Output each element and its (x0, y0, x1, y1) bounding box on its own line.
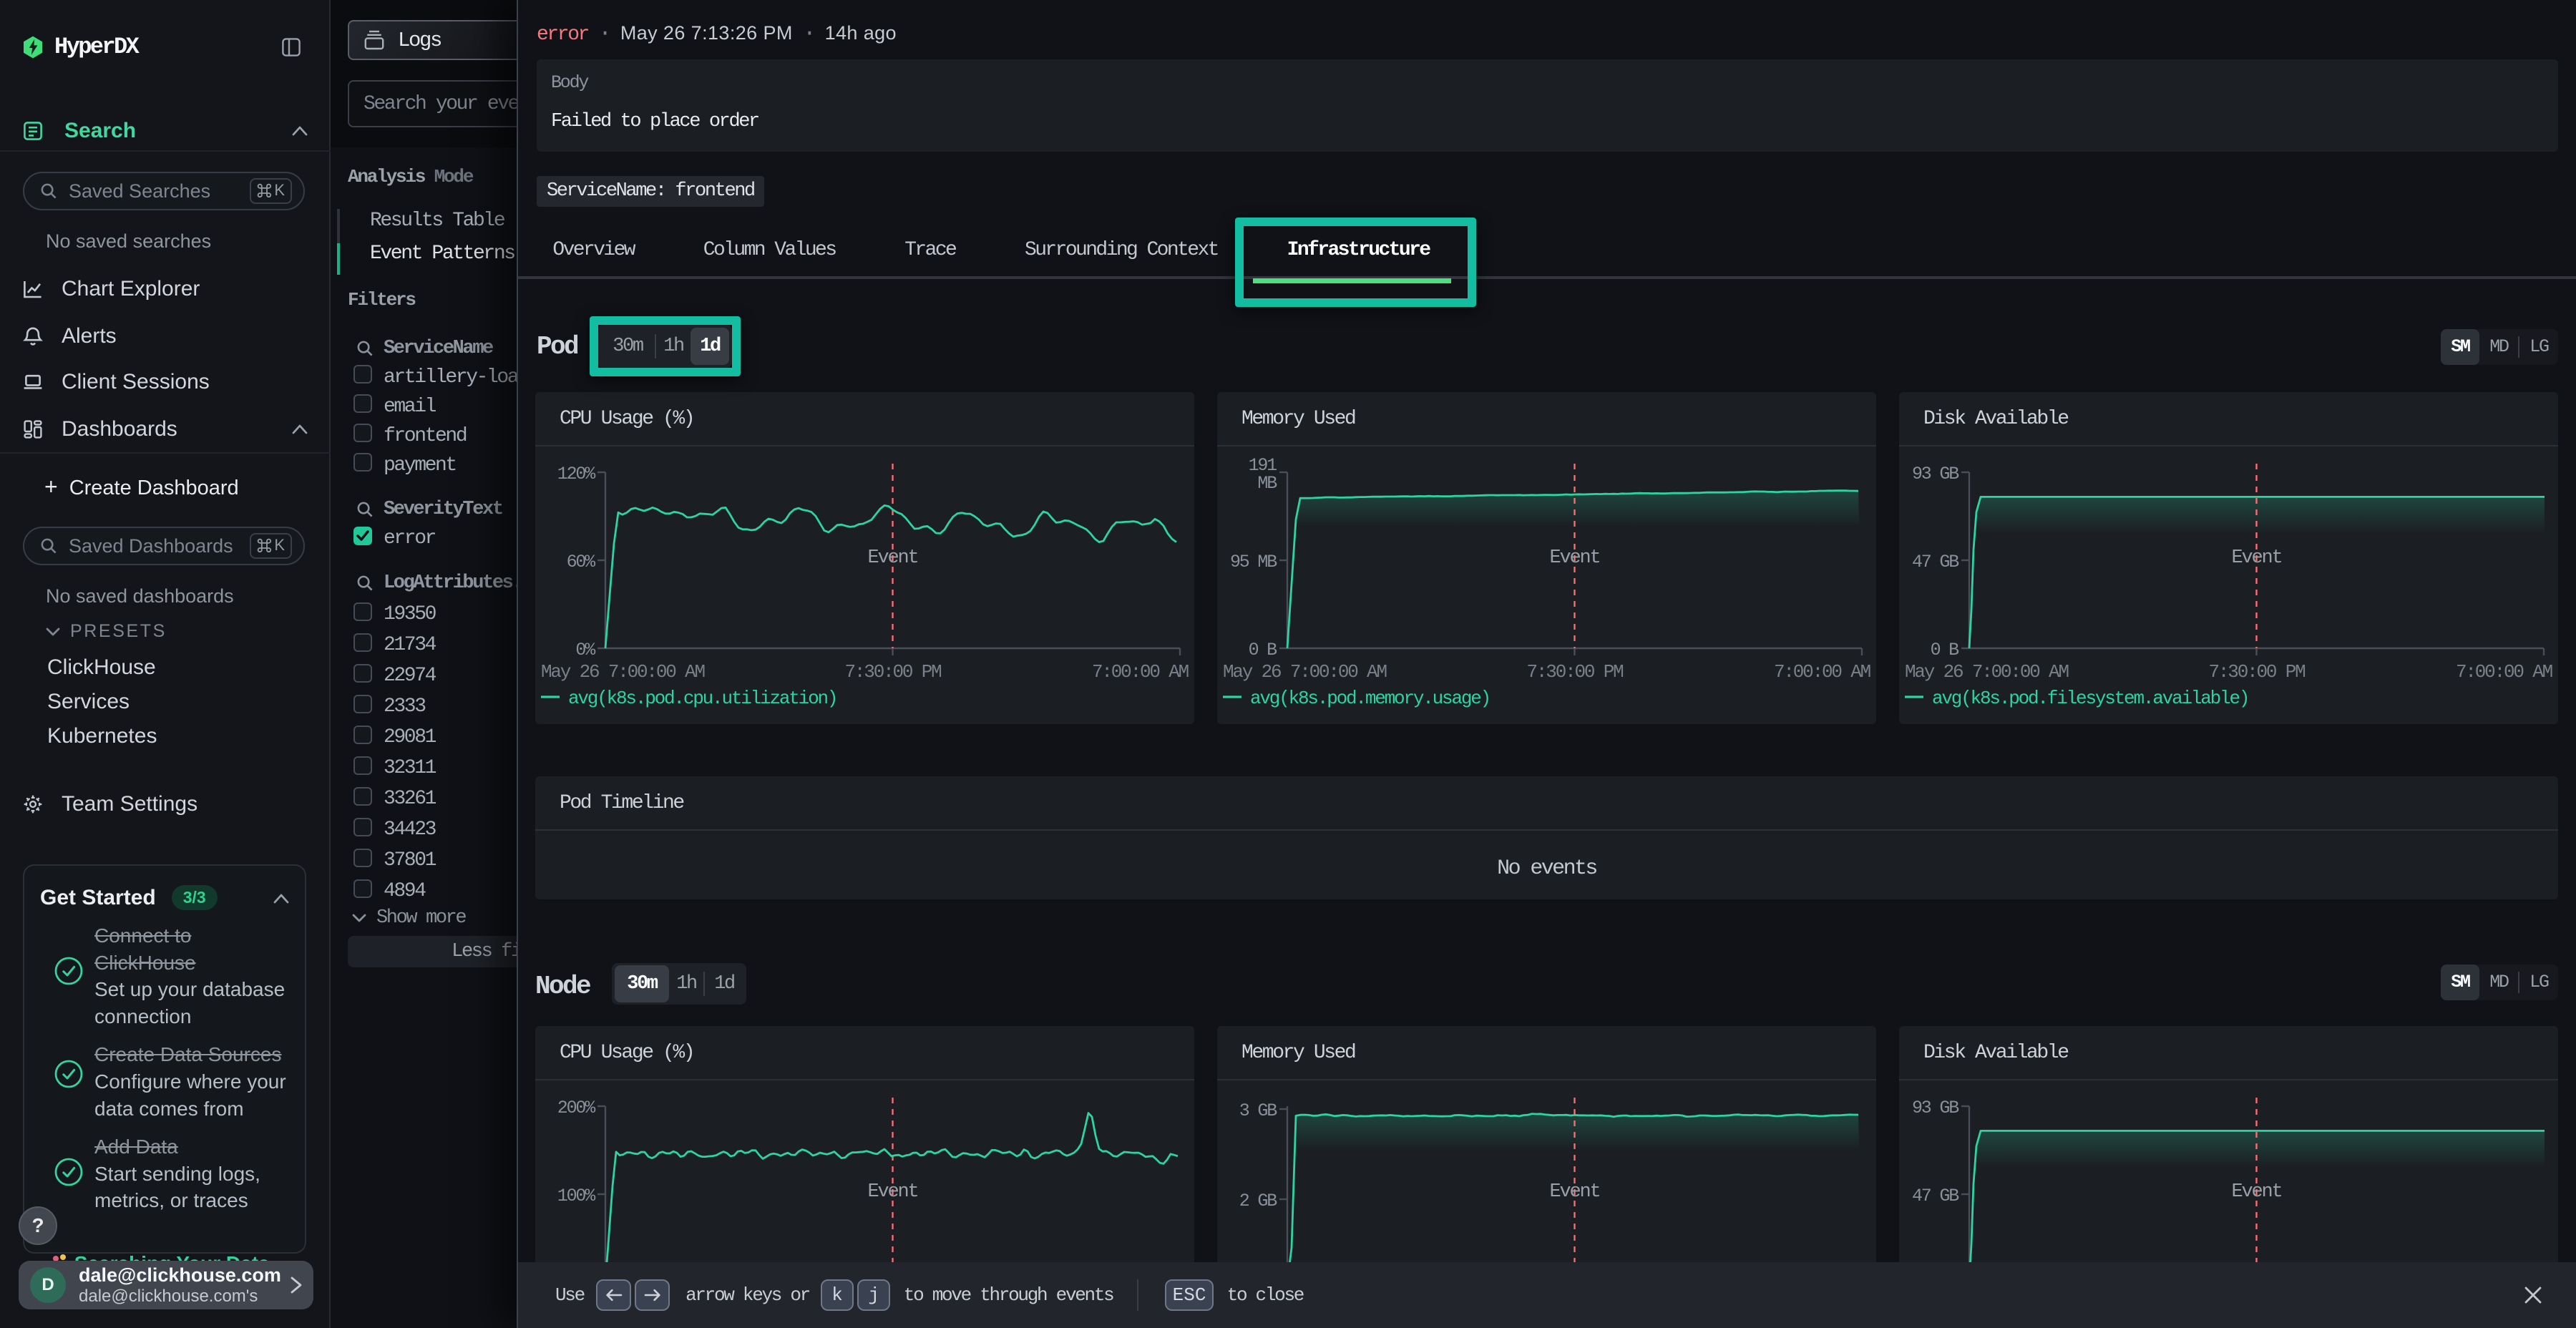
svg-text:93 GB: 93 GB (1912, 464, 1959, 484)
svg-text:93 GB: 93 GB (1912, 1098, 1959, 1118)
svg-text:47 GB: 47 GB (1912, 552, 1959, 572)
svg-text:7:00:00 AM: 7:00:00 AM (1092, 661, 1189, 683)
svg-text:7:00:00 AM: 7:00:00 AM (1774, 661, 1870, 683)
svg-text:0 B: 0 B (1249, 640, 1278, 660)
svg-text:MB: MB (1257, 473, 1277, 494)
svg-text:May 26 7:00:00 AM: May 26 7:00:00 AM (541, 661, 704, 683)
svg-text:3 GB: 3 GB (1239, 1100, 1277, 1121)
svg-text:100%: 100% (557, 1186, 596, 1206)
svg-text:191: 191 (1249, 455, 1277, 476)
svg-text:avg(k8s.pod.memory.usage): avg(k8s.pod.memory.usage) (1250, 688, 1490, 709)
svg-text:2 GB: 2 GB (1239, 1191, 1277, 1211)
svg-text:120%: 120% (557, 464, 596, 484)
svg-text:7:30:00 PM: 7:30:00 PM (844, 661, 941, 683)
svg-text:Event: Event (2231, 547, 2281, 569)
svg-text:7:30:00 PM: 7:30:00 PM (1526, 661, 1623, 683)
svg-text:47 GB: 47 GB (1912, 1186, 1959, 1206)
svg-text:Event: Event (1549, 1181, 1599, 1203)
svg-text:May 26 7:00:00 AM: May 26 7:00:00 AM (1905, 661, 2068, 683)
svg-text:200%: 200% (557, 1098, 596, 1118)
svg-text:Event: Event (1549, 547, 1599, 569)
svg-text:60%: 60% (567, 552, 597, 572)
svg-text:0 B: 0 B (1931, 640, 1960, 660)
svg-text:May 26 7:00:00 AM: May 26 7:00:00 AM (1223, 661, 1386, 683)
svg-text:Event: Event (867, 1181, 917, 1203)
svg-text:7:00:00 AM: 7:00:00 AM (2456, 661, 2552, 683)
svg-text:avg(k8s.pod.filesystem.availab: avg(k8s.pod.filesystem.available) (1932, 688, 2248, 709)
svg-text:0%: 0% (575, 640, 596, 660)
svg-text:Event: Event (2231, 1181, 2281, 1203)
svg-text:7:30:00 PM: 7:30:00 PM (2208, 661, 2305, 683)
svg-text:95 MB: 95 MB (1230, 552, 1277, 572)
svg-text:avg(k8s.pod.cpu.utilization): avg(k8s.pod.cpu.utilization) (568, 688, 836, 709)
svg-text:Event: Event (867, 547, 917, 569)
